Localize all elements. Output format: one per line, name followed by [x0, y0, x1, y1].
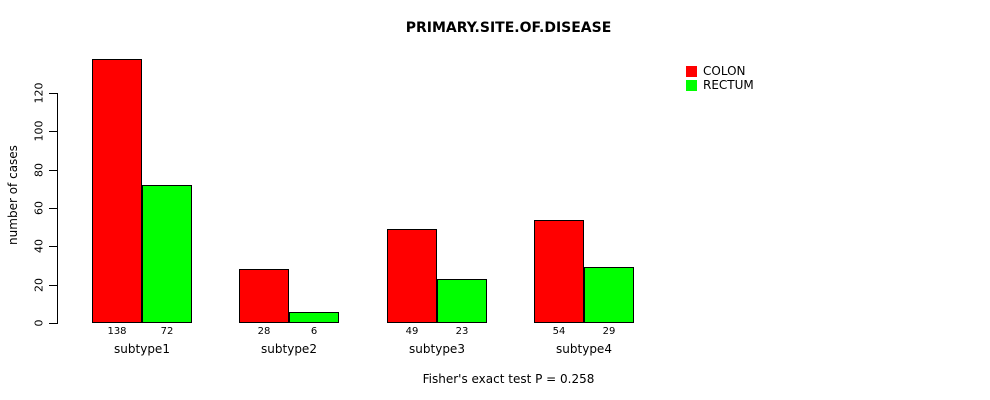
- bar-rectum-subtype1: [142, 185, 192, 323]
- x-axis-category-label: subtype4: [556, 342, 612, 356]
- y-axis-tick: [49, 93, 57, 94]
- y-axis-tick-label: 60: [32, 201, 46, 215]
- bar-colon-subtype4: [534, 219, 584, 323]
- y-axis-tick-label: 120: [32, 82, 46, 104]
- legend-color-swatch: [686, 66, 697, 78]
- bar-value-label: 6: [310, 326, 318, 337]
- legend: COLON RECTUM: [686, 65, 754, 92]
- bar-value-label: 28: [257, 326, 271, 337]
- bar-value-label: 72: [160, 326, 174, 337]
- bar-colon-subtype1: [92, 58, 142, 323]
- legend-label: RECTUM: [703, 77, 754, 92]
- y-axis-line: [57, 93, 58, 324]
- y-axis-tick: [49, 131, 57, 133]
- y-axis-tick: [49, 208, 57, 209]
- x-axis-category-label: subtype2: [261, 342, 317, 356]
- legend-item-colon: COLON: [686, 65, 754, 79]
- y-axis-tick-label: 20: [32, 277, 46, 292]
- legend-item-rectum: RECTUM: [686, 77, 754, 93]
- legend-color-swatch: [686, 79, 697, 91]
- bar-rectum-subtype4: [584, 267, 634, 323]
- bar-rectum-subtype2: [289, 311, 339, 323]
- y-axis-tick: [49, 284, 57, 286]
- x-axis-category-label: subtype3: [409, 342, 465, 356]
- y-axis-label: number of cases: [6, 145, 20, 245]
- bar-colon-subtype2: [239, 269, 289, 323]
- y-axis-tick-label: 0: [32, 319, 46, 327]
- y-axis-tick-label: 40: [32, 239, 46, 254]
- bar-colon-subtype3: [387, 229, 437, 323]
- y-axis-tick-label: 80: [32, 162, 46, 177]
- footnote-fisher-test: Fisher's exact test P = 0.258: [422, 372, 595, 386]
- y-axis-tick: [49, 246, 57, 248]
- bar-value-label: 49: [405, 326, 419, 337]
- bar-rectum-subtype3: [437, 278, 487, 323]
- x-axis-category-label: subtype1: [114, 342, 170, 356]
- legend-label: COLON: [703, 64, 746, 79]
- bar-value-label: 29: [602, 326, 616, 337]
- bar-value-label: 54: [552, 326, 566, 337]
- y-axis-tick: [49, 169, 57, 171]
- bar-value-label: 138: [107, 326, 127, 337]
- y-axis-tick: [49, 323, 57, 324]
- chart-title: PRIMARY.SITE.OF.DISEASE: [405, 20, 612, 36]
- bar-value-label: 23: [455, 326, 469, 337]
- y-axis-tick-label: 100: [32, 120, 46, 142]
